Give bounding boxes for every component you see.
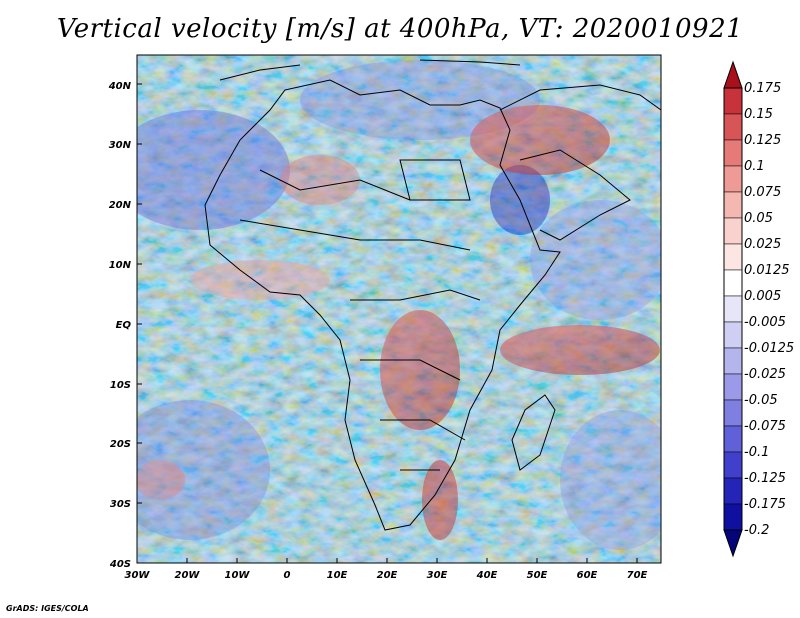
colorbar-label: 0.175 bbox=[744, 81, 781, 96]
colorbar-segment bbox=[723, 321, 743, 349]
colorbar-label: -0.05 bbox=[744, 393, 778, 408]
colorbar-label: -0.0125 bbox=[744, 341, 794, 356]
colorbar-segment bbox=[723, 451, 743, 479]
lon-label: 30W bbox=[125, 570, 151, 581]
lat-label: 10S bbox=[110, 380, 131, 391]
lon-label: 10W bbox=[225, 570, 251, 581]
colorbar-label: 0.075 bbox=[744, 185, 781, 200]
colorbar-label: 0.0125 bbox=[744, 263, 790, 278]
colorbar-label: 0.15 bbox=[744, 107, 773, 122]
colorbar-segment bbox=[723, 425, 743, 453]
colorbar-label: -0.005 bbox=[744, 315, 786, 330]
lon-label: 40E bbox=[476, 570, 498, 581]
colorbar-segment bbox=[723, 347, 743, 375]
colorbar-segment bbox=[723, 243, 743, 271]
lon-label: 70E bbox=[627, 570, 648, 581]
lon-axis: 30W 20W 10W 0 10E 20E 30E 40E 50E 60E 70… bbox=[125, 558, 648, 581]
colorbar-segment bbox=[723, 191, 743, 219]
lon-label: 20E bbox=[377, 570, 398, 581]
colorbar-label: 0.025 bbox=[744, 237, 781, 252]
colorbar-top-arrow bbox=[723, 60, 743, 89]
lat-label: 20N bbox=[109, 200, 132, 211]
lon-label: 20W bbox=[175, 570, 201, 581]
lat-label: 40N bbox=[108, 81, 132, 92]
colorbar-segment bbox=[723, 139, 743, 167]
colorbar: 0.175 0.15 0.125 0.1 0.075 0.05 0.025 0.… bbox=[723, 60, 794, 558]
lat-axis: 40N 30N 20N 10N EQ 10S 20S 30S 40S bbox=[108, 81, 142, 570]
colorbar-segment bbox=[723, 87, 743, 115]
velocity-field bbox=[137, 55, 661, 563]
colorbar-label: -0.2 bbox=[744, 523, 769, 538]
map-title: Vertical velocity [m/s] at 400hPa, VT: 2… bbox=[56, 14, 744, 44]
lon-label: 0 bbox=[284, 570, 291, 581]
colorbar-label: -0.175 bbox=[744, 497, 786, 512]
lat-label: EQ bbox=[116, 320, 132, 331]
lon-label: 30E bbox=[427, 570, 448, 581]
lon-label: 10E bbox=[327, 570, 348, 581]
colorbar-segment bbox=[723, 399, 743, 427]
lat-label: 40S bbox=[109, 559, 131, 570]
lat-label: 20S bbox=[110, 439, 131, 450]
colorbar-label: -0.125 bbox=[744, 471, 786, 486]
colorbar-frame bbox=[723, 87, 743, 531]
colorbar-label: 0.05 bbox=[744, 211, 773, 226]
colorbar-segment bbox=[723, 373, 743, 401]
colorbar-label: -0.075 bbox=[744, 419, 786, 434]
lon-label: 60E bbox=[577, 570, 598, 581]
plot-frame bbox=[136, 54, 662, 564]
grads-credit: GrADS: IGES/COLA bbox=[6, 604, 89, 613]
colorbar-segment bbox=[723, 165, 743, 193]
colorbar-segment bbox=[723, 217, 743, 245]
colorbar-label: -0.1 bbox=[744, 445, 769, 460]
colorbar-label: -0.025 bbox=[744, 367, 786, 382]
colorbar-bottom-arrow bbox=[723, 529, 743, 558]
lat-label: 10N bbox=[109, 260, 132, 271]
colorbar-labels: 0.175 0.15 0.125 0.1 0.075 0.05 0.025 0.… bbox=[744, 81, 794, 538]
lat-label: 30S bbox=[110, 499, 131, 510]
colorbar-segment bbox=[723, 269, 743, 297]
colorbar-segment bbox=[723, 113, 743, 141]
coastlines bbox=[204, 59, 661, 531]
colorbar-label: 0.125 bbox=[744, 133, 781, 148]
colorbar-segment bbox=[723, 503, 743, 531]
lat-label: 30N bbox=[109, 140, 132, 151]
colorbar-segment bbox=[723, 295, 743, 323]
colorbar-label: 0.005 bbox=[744, 289, 781, 304]
colorbar-label: 0.1 bbox=[744, 159, 765, 174]
lon-label: 50E bbox=[527, 570, 548, 581]
colorbar-segment bbox=[723, 477, 743, 505]
